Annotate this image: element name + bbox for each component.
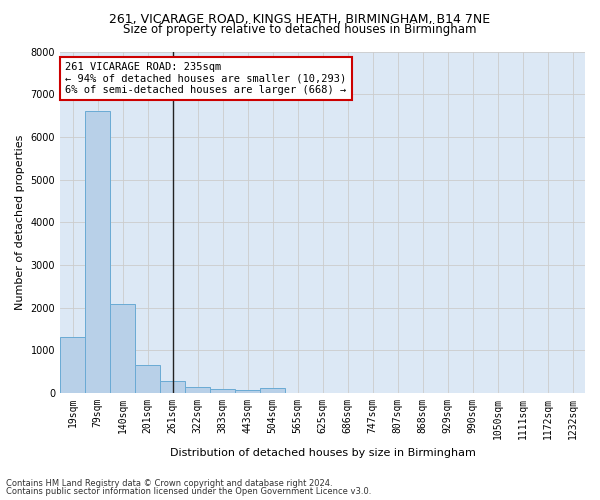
Text: 261, VICARAGE ROAD, KINGS HEATH, BIRMINGHAM, B14 7NE: 261, VICARAGE ROAD, KINGS HEATH, BIRMING…: [109, 12, 491, 26]
Bar: [185, 387, 210, 393]
Text: 261 VICARAGE ROAD: 235sqm
← 94% of detached houses are smaller (10,293)
6% of se: 261 VICARAGE ROAD: 235sqm ← 94% of detac…: [65, 62, 347, 95]
Bar: [85, 112, 110, 393]
Bar: [260, 388, 285, 393]
Y-axis label: Number of detached properties: Number of detached properties: [15, 134, 25, 310]
Bar: [60, 337, 85, 393]
Bar: [160, 381, 185, 393]
Text: Contains HM Land Registry data © Crown copyright and database right 2024.: Contains HM Land Registry data © Crown c…: [6, 478, 332, 488]
Bar: [135, 365, 160, 393]
X-axis label: Distribution of detached houses by size in Birmingham: Distribution of detached houses by size …: [170, 448, 475, 458]
Bar: [110, 304, 135, 393]
Text: Contains public sector information licensed under the Open Government Licence v3: Contains public sector information licen…: [6, 487, 371, 496]
Bar: [235, 390, 260, 393]
Bar: [210, 389, 235, 393]
Text: Size of property relative to detached houses in Birmingham: Size of property relative to detached ho…: [123, 22, 477, 36]
